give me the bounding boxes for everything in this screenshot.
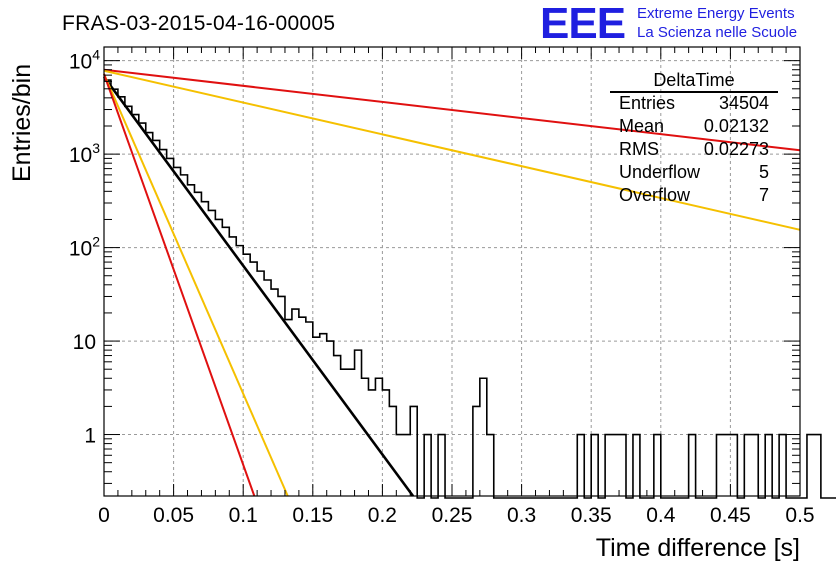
logo-line-2: La Scienza nelle Scuole <box>637 24 798 41</box>
fit-lines <box>102 68 801 497</box>
x-tick-label: 0.05 <box>153 504 194 527</box>
x-tick-label: 0.1 <box>229 504 258 527</box>
chart-title: FRAS-03-2015-04-16-00005 <box>62 12 336 35</box>
y-tick-label: 102 <box>69 234 100 261</box>
y-tick-label: 104 <box>69 47 100 74</box>
orange-fit-line <box>103 73 289 497</box>
x-tick-label: 0.25 <box>432 504 473 527</box>
orange-fit-line <box>103 69 801 231</box>
stats-row-underflow: Underflow 5 <box>619 162 777 184</box>
x-tick-label: 0.4 <box>646 504 676 527</box>
x-tick-label: 0.3 <box>507 504 536 527</box>
red-fit-line <box>103 73 256 497</box>
black-fit-line <box>102 76 415 497</box>
stats-key: Mean <box>619 116 665 136</box>
stats-value: 5 <box>758 162 769 182</box>
x-tick-label: 0.5 <box>785 504 814 527</box>
stats-box: DeltaTime Entries 34504 Mean 0.02132 RMS… <box>610 70 778 207</box>
stats-row-overflow: Overflow 7 <box>619 185 777 207</box>
stats-value: 0.02273 <box>703 139 769 159</box>
x-tick-label: 0.2 <box>368 504 397 527</box>
stats-row-mean: Mean 0.02132 <box>619 116 777 138</box>
y-axis-label: Entries/bin <box>8 63 36 182</box>
stats-divider <box>610 91 778 93</box>
stats-row-rms: RMS 0.02273 <box>619 139 777 161</box>
eee-logo: EEE Extreme Energy Events La Scienza nel… <box>540 2 836 46</box>
y-tick-label: 10 <box>73 331 96 354</box>
stats-value: 0.02132 <box>703 116 769 136</box>
stats-value: 34504 <box>718 93 769 113</box>
logo-mark: EEE <box>540 0 626 48</box>
x-tick-label: 0.45 <box>710 504 751 527</box>
x-axis-label: Time difference [s] <box>595 534 800 562</box>
stats-key: Underflow <box>619 162 701 182</box>
y-tick-label: 1 <box>84 425 96 448</box>
x-tick-label: 0 <box>98 504 110 527</box>
red-fit-line <box>103 68 801 152</box>
stats-key: Entries <box>619 93 676 113</box>
histogram-step-line <box>104 79 836 499</box>
x-tick-label: 0.15 <box>292 504 333 527</box>
stats-title: DeltaTime <box>653 70 735 90</box>
stats-key: RMS <box>619 139 659 159</box>
stats-row-entries: Entries 34504 <box>619 93 777 115</box>
y-tick-label: 103 <box>69 140 100 167</box>
x-axis-ticks: 0 0.05 0.1 0.15 0.2 0.25 0.3 0.35 0.4 0.45 0.5 <box>98 47 815 527</box>
histogram-series <box>104 79 836 499</box>
y-axis-ticks: 1 10 102 103 104 <box>69 47 800 484</box>
stats-value: 7 <box>758 185 769 205</box>
stats-key: Overflow <box>619 185 691 205</box>
x-tick-label: 0.35 <box>571 504 612 527</box>
logo-line-1: Extreme Energy Events <box>637 5 795 22</box>
